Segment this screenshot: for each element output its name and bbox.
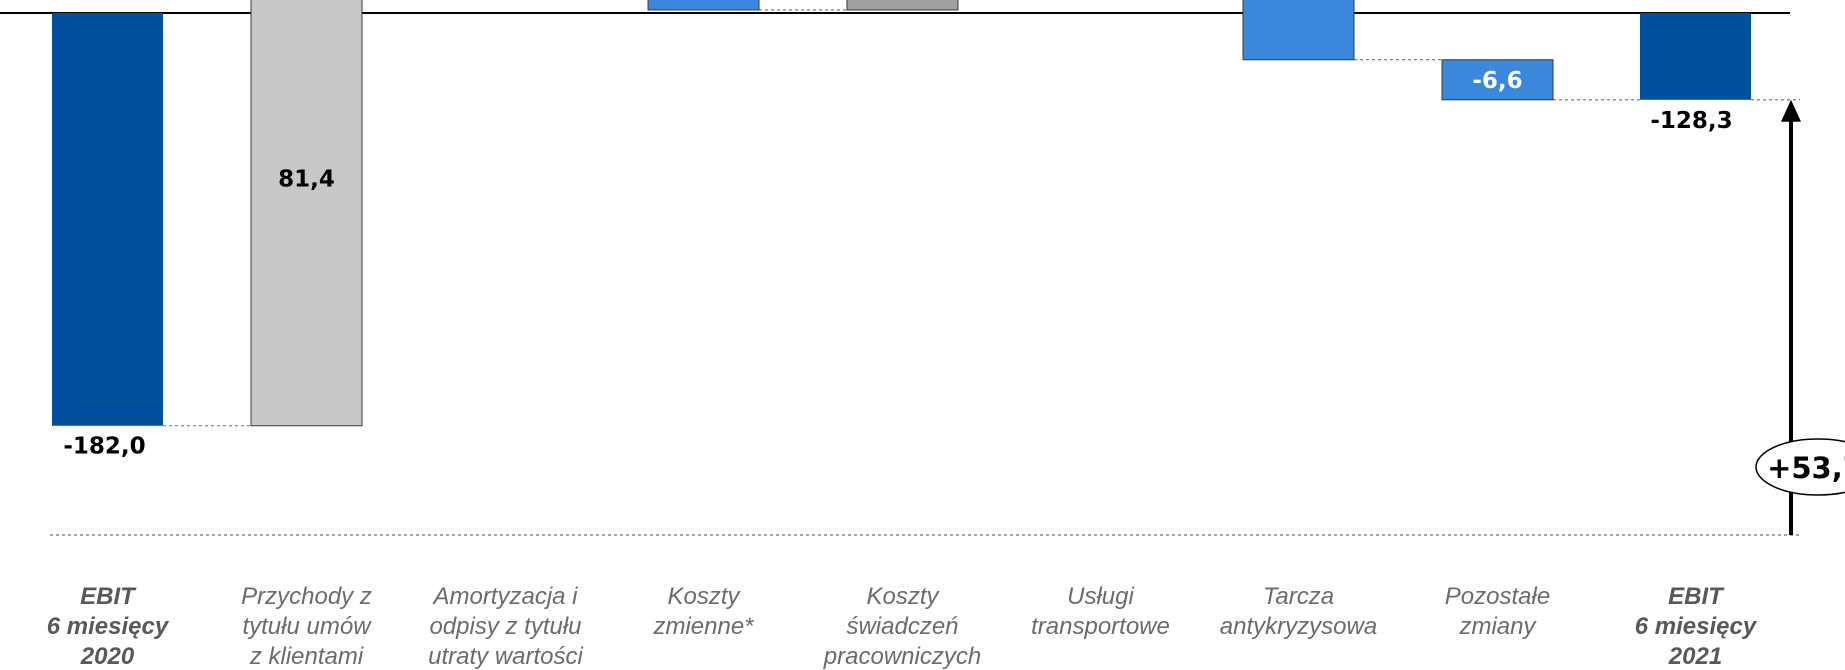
bar-8 [1640, 13, 1751, 100]
bar-4 [846, 0, 959, 11]
category-label-line: utraty wartości [428, 643, 583, 670]
change-value-label: +53,7 [1767, 451, 1845, 485]
category-label-line: Amortyzacja i [431, 583, 578, 610]
category-label-7: Pozostałe zmiany [1445, 583, 1550, 640]
value-label-7: -6,6 [1472, 68, 1522, 94]
total-change-annotation: +53,7 [1755, 99, 1845, 535]
category-label-5: Usługi transportowe [1031, 583, 1170, 640]
change-ellipse [1755, 438, 1845, 496]
category-label-line: zmiany [1458, 613, 1537, 640]
category-label-4: Koszty świadczeń pracowniczych [823, 583, 981, 670]
category-label-8: EBIT 6 miesięcy 2021 [1635, 583, 1758, 670]
value-label-0: -182,0 [63, 434, 145, 460]
category-label-line: 2020 [80, 643, 135, 670]
category-label-line: świadczeń [846, 613, 958, 640]
category-label-line: tytułu umów [242, 613, 372, 640]
category-label-line: EBIT [1668, 583, 1725, 610]
category-label-line: Przychody z [241, 583, 372, 610]
category-label-6: Tarcza antykryzysowa [1220, 583, 1377, 640]
bar-0 [52, 13, 163, 426]
bar-3 [647, 0, 760, 11]
category-label-line: Usługi [1067, 583, 1134, 610]
value-labels: -182,081,433,6-46,539,5-13,6-34,1-6,6-12… [63, 68, 1732, 460]
category-label-line: Tarcza [1263, 583, 1334, 610]
value-label-1: 81,4 [278, 167, 335, 193]
category-label-line: Pozostałe [1445, 583, 1550, 610]
category-label-line: 6 miesięcy [47, 613, 170, 640]
category-label-line: antykryzysowa [1220, 613, 1377, 640]
bar-1 [250, 0, 363, 427]
category-label-line: 2021 [1668, 643, 1722, 670]
category-label-line: zmienne* [652, 613, 754, 640]
value-label-8: -128,3 [1650, 108, 1732, 134]
category-label-3: Koszty zmienne* [652, 583, 754, 640]
category-label-line: pracowniczych [823, 643, 981, 670]
category-label-line: odpisy z tytułu [429, 613, 581, 640]
connector-lines [163, 9, 1800, 427]
bar-7 [1441, 59, 1554, 101]
category-label-line: z klientami [249, 643, 364, 670]
category-labels: EBIT 6 miesięcy 2020 Przychody z tytułu umów… [47, 583, 1758, 670]
category-label-line: EBIT [80, 583, 137, 610]
category-label-2: Amortyzacja i odpisy z tytułu utraty warto… [428, 583, 583, 670]
bar-6 [1242, 0, 1355, 61]
change-arrow-head [1781, 99, 1801, 122]
category-label-1: Przychody z tytułu umów z klientami [241, 583, 372, 670]
bars-group [52, 0, 1751, 427]
category-label-0: EBIT 6 miesięcy 2020 [47, 583, 170, 670]
category-label-line: transportowe [1031, 613, 1170, 640]
category-label-line: 6 miesięcy [1635, 613, 1758, 640]
category-label-line: Koszty [866, 583, 940, 610]
category-label-line: Koszty [667, 583, 741, 610]
